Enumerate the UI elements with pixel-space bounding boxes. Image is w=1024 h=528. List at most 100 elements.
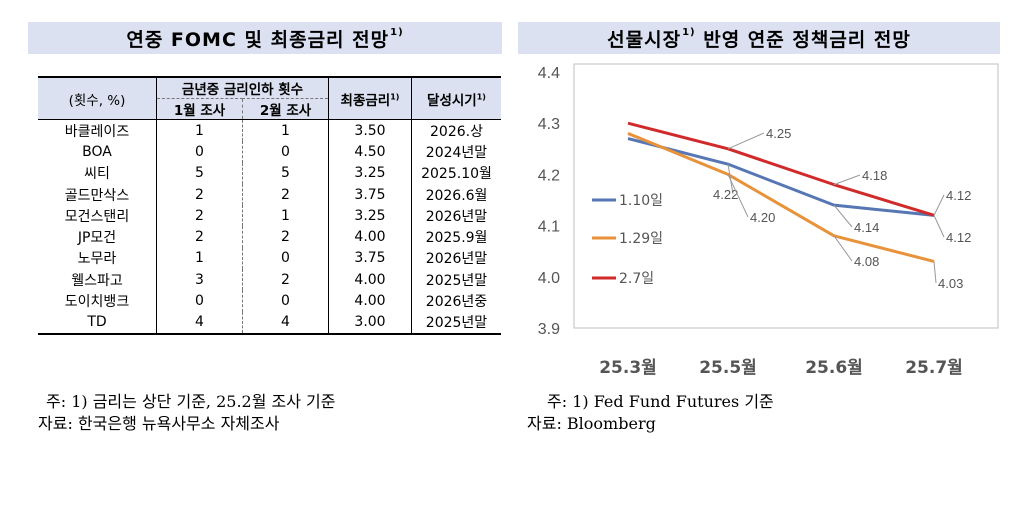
terminal-rate-cell: 4.00 [328,226,412,248]
jan-cuts-cell: 2 [156,226,243,248]
data-label: 4.22 [713,187,738,202]
left-panel-title: 연중 FOMC 및 최종금리 전망 1) [28,22,502,54]
y-tick-label: 4.0 [538,270,560,287]
terminal-rate-cell: 4.00 [328,290,412,312]
timing-header-text: 달성시기 [427,92,477,109]
left-footnote: 주: 1) 금리는 상단 기준, 25.2월 조사 기준 [46,392,336,411]
bank-cell: 모건스탠리 [64,208,130,225]
series-line [627,132,935,263]
bank-cell: JP모건 [77,230,117,247]
right-panel-title: 선물시장 1) 반영 연준 정책금리 전망 [518,22,1000,54]
terminal-rate-cell: 3.75 [328,247,412,270]
plot-area-border [573,63,999,329]
data-label-leader [833,204,853,228]
data-label-leader [933,215,945,238]
right-title-text-a: 선물시장 [607,28,682,51]
jan-cuts-cell: 3 [156,269,243,291]
table-row: BOA 0 0 4.50 2024년말 [38,141,501,163]
table-row: TD 4 4 3.00 2025년말 [38,311,501,334]
jan-cuts-cell: 1 [156,247,243,270]
jan-survey-header: 1월 조사 [156,98,243,120]
table-row: 모건스탠리 2 1 3.25 2026년말 [38,205,501,227]
bank-cell: 바클레이즈 [64,123,130,140]
terminal-rate-header: 최종금리1) [328,77,412,120]
jan-cuts-cell: 2 [156,183,243,206]
feb-cuts-cell: 2 [242,269,329,291]
x-tick-label: 25.5월 [699,358,757,378]
jan-cuts-cell: 1 [156,119,243,142]
terminal-rate-footnote: 1) [390,92,400,101]
data-label: 4.20 [750,210,775,225]
data-label-leader [933,194,945,216]
feb-survey-header: 2월 조사 [242,98,329,120]
feb-cuts-cell: 2 [242,226,329,248]
fomc-forecast-table: (횟수, %) 금년중 금리인하 횟수 최종금리1) 달성시기1) 1월 조사 … [38,76,501,335]
y-tick-label: 4.1 [538,219,560,236]
feb-cuts-cell: 1 [242,119,329,142]
data-label: 4.03 [938,276,963,291]
terminal-rate-cell: 3.00 [328,311,412,334]
right-title-text-b: 반영 연준 정책금리 전망 [695,28,911,51]
terminal-rate-cell: 4.00 [328,269,412,291]
terminal-rate-cell: 3.75 [328,183,412,206]
table-row: JP모건 2 2 4.00 2025.9월 [38,226,501,248]
feb-cuts-cell: 0 [242,141,329,163]
unit-header: (횟수, %) [38,77,157,120]
data-label-leader [833,174,861,186]
y-tick-label: 3.9 [538,321,560,338]
fed-futures-line-chart: 3.9 4.0 4.1 4.2 4.3 4.4 25.3월 25.5월 25.6월 25.7월 4.… [538,63,999,378]
bank-cell: 씨티 [84,166,110,183]
left-title-text: 연중 FOMC 및 최종금리 전망 [126,28,390,51]
jan-cuts-cell: 0 [156,290,243,312]
right-footnote: 주: 1) Fed Fund Futures 기준 [547,392,774,411]
bank-cell: BOA [82,143,112,160]
legend-label: 1.10일 [619,193,663,209]
feb-cuts-cell: 1 [242,205,329,227]
bank-cell: 도이치뱅크 [64,294,130,311]
data-label-leader [833,235,853,262]
x-tick-label: 25.7월 [905,358,963,378]
table-row: 웰스파고 3 2 4.00 2025년말 [38,269,501,291]
timing-cell: 2025.10월 [411,162,501,184]
feb-cuts-cell: 2 [242,183,329,206]
data-label: 4.12 [946,188,971,203]
jan-cuts-cell: 0 [156,141,243,163]
x-tick-label: 25.3월 [599,358,657,378]
y-tick-label: 4.3 [538,116,560,133]
bank-cell: 골드만삭스 [64,187,130,204]
table-row: 노무라 1 0 3.75 2026년말 [38,247,501,270]
x-tick-label: 25.6월 [805,358,863,378]
table-row: 도이치뱅크 0 0 4.00 2026년중 [38,290,501,312]
timing-cell: 2024년말 [411,141,501,163]
legend-label: 1.29일 [619,231,663,247]
timing-cell: 2026.상 [411,119,501,142]
series-line [627,121,935,217]
right-title-footnote: 1) [682,26,696,38]
timing-cell: 2026년말 [411,247,501,270]
timing-cell: 2026.6월 [411,183,501,206]
terminal-rate-cell: 3.25 [328,162,412,184]
series-line [627,137,935,217]
left-source: 자료: 한국은행 뉴욕사무소 자체조사 [38,414,280,433]
table-row: 바클레이즈 1 1 3.50 2026.상 [38,119,501,142]
terminal-rate-cell: 4.50 [328,141,412,163]
left-title-footnote: 1) [390,26,404,38]
terminal-rate-cell: 3.50 [328,119,412,142]
timing-footnote: 1) [476,92,486,101]
feb-cuts-cell: 4 [242,311,329,334]
bank-cell: 노무라 [77,251,117,268]
feb-cuts-cell: 5 [242,162,329,184]
legend-label: 2.7일 [619,271,654,287]
data-label-leader [727,174,749,218]
timing-cell: 2025.9월 [411,226,501,248]
timing-header: 달성시기1) [411,77,501,120]
jan-cuts-cell: 2 [156,205,243,227]
feb-cuts-cell: 0 [242,247,329,270]
data-label: 4.14 [854,220,879,235]
data-label-leader [727,132,765,150]
data-label: 4.25 [766,126,791,141]
feb-cuts-cell: 0 [242,290,329,312]
terminal-rate-cell: 3.25 [328,205,412,227]
data-label: 4.12 [946,230,971,245]
timing-cell: 2026년말 [411,205,501,227]
